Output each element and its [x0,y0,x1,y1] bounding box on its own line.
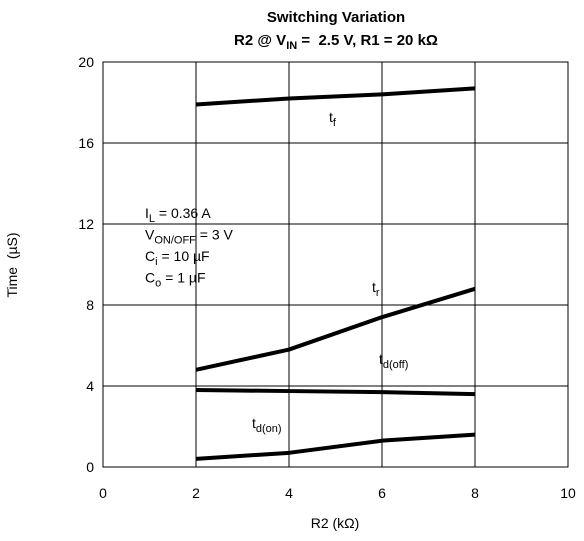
subtitle-text: R2 @ V [234,32,286,49]
annotation-main: C [145,270,155,286]
annotation-rest: = 10 µF [158,248,210,264]
series-label-sub: d(off) [383,359,408,371]
annotation-sub: o [155,278,161,290]
series-label-sub: d(on) [256,423,282,435]
series-label-main: t [329,109,333,125]
annotation: Co = 1 µF [145,270,206,290]
series-label: tr [372,279,380,299]
y-tick-label: 8 [86,297,94,313]
series-label: td(off) [379,351,408,371]
series-label-main: t [372,279,376,295]
annotation-rest: = 3 V [196,227,234,243]
x-tick-label: 0 [99,485,107,501]
x-tick-label: 10 [560,485,576,501]
annotation-rest: = 0.36 A [155,205,211,221]
series-label: tf [329,109,337,129]
subtitle-rest: = 2.5 V, R1 = 20 kΩ [297,32,438,49]
y-axis-label: Time (µS) [4,232,20,297]
y-tick-label: 0 [86,459,94,475]
annotation: Ci = 10 µF [145,248,210,268]
x-tick-label: 6 [378,485,386,501]
annotation-main: C [145,248,155,264]
annotation-main: V [145,227,155,243]
series-line [195,86,476,107]
series-label-sub: r [376,287,380,299]
y-tick-label: 20 [78,54,94,70]
annotation-rest: = 1 µF [161,270,205,286]
y-tick-label: 16 [78,135,94,151]
chart-title: Switching Variation [267,9,405,26]
series-label: td(on) [252,415,282,435]
series-line [195,286,476,372]
x-tick-label: 2 [192,485,200,501]
y-tick-label: 12 [78,216,94,232]
annotation: VON/OFF = 3 V [145,227,234,247]
annotation-sub: ON/OFF [154,235,196,247]
annotation-sub: i [155,256,157,268]
x-tick-label: 8 [471,485,479,501]
x-tick-label: 4 [285,485,293,501]
annotation-sub: L [149,213,155,225]
annotation-main: I [145,205,149,221]
chart-subtitle: R2 @ VIN = 2.5 V, R1 = 20 kΩ [234,32,438,52]
series-line [195,432,476,461]
series-label-main: t [252,415,256,431]
series-label-sub: f [333,117,337,129]
annotation: IL = 0.36 A [145,205,211,225]
subtitle-sub: IN [286,40,297,52]
x-axis-label: R2 (kΩ) [311,515,360,531]
y-tick-label: 4 [86,378,94,394]
series-line [195,388,476,397]
series-label-main: t [379,351,383,367]
